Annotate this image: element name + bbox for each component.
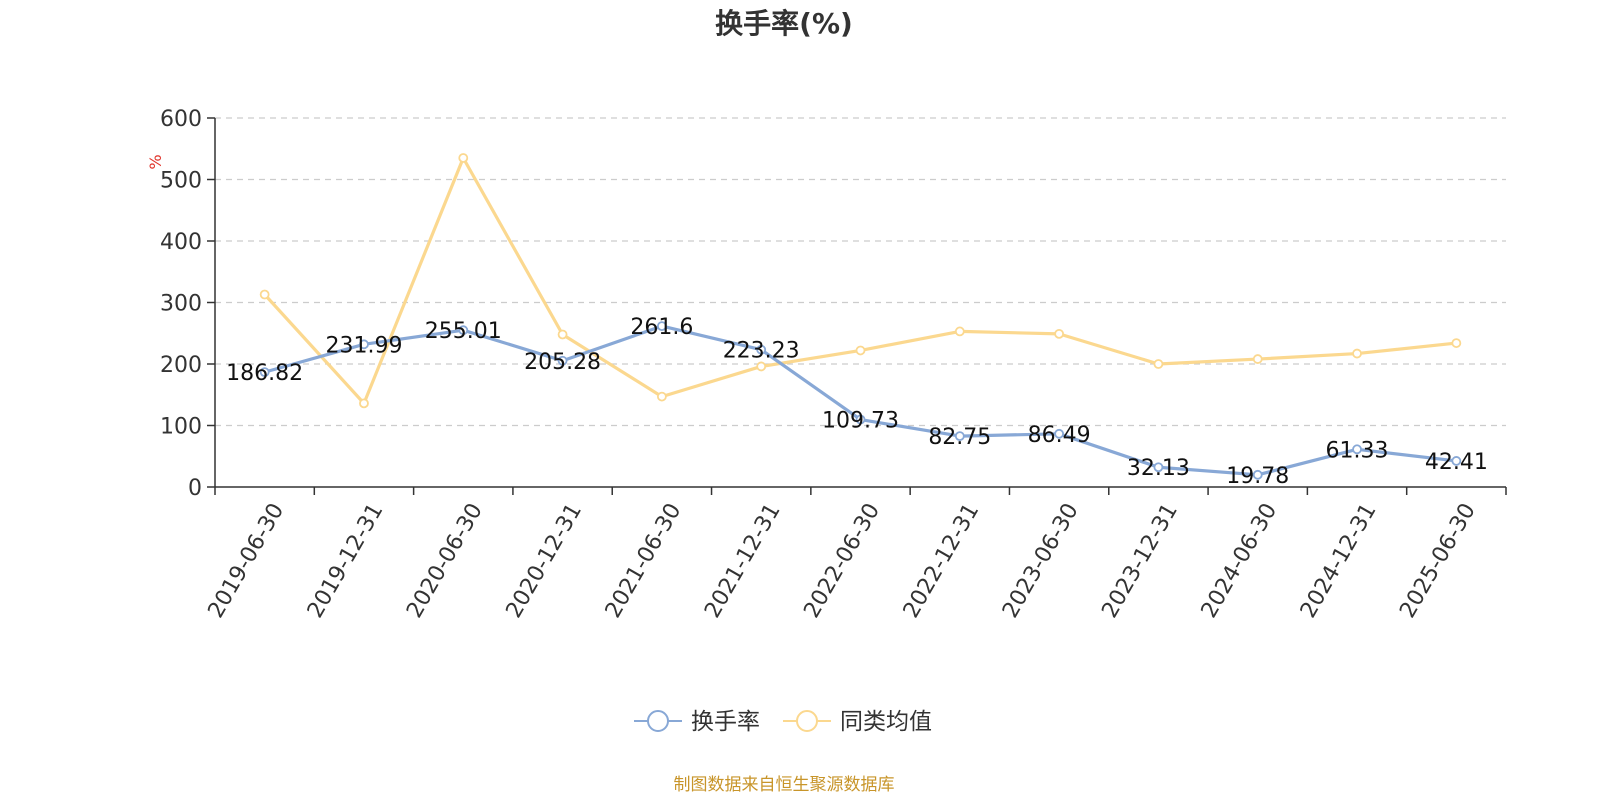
x-tick-label: 2025-06-30	[1395, 499, 1481, 622]
data-label: 42.41	[1425, 450, 1488, 475]
legend-marker	[647, 710, 669, 732]
y-tick-label: 400	[160, 230, 202, 255]
y-axis-unit: %	[146, 154, 165, 169]
data-point	[1252, 469, 1263, 480]
x-tick-label: 2019-06-30	[204, 499, 290, 622]
x-tick-label: 2024-06-30	[1197, 499, 1283, 622]
y-tick-label: 600	[160, 107, 202, 132]
x-tick-label: 2019-12-31	[303, 499, 389, 622]
data-label: 61.33	[1326, 438, 1389, 463]
series-lines	[259, 153, 1462, 480]
y-tick-label: 0	[188, 476, 202, 501]
data-label: 82.75	[928, 425, 991, 450]
x-tick-label: 2021-06-30	[601, 499, 687, 622]
x-tick-label: 2020-06-30	[402, 499, 488, 622]
data-point	[1153, 462, 1164, 473]
data-point	[1054, 428, 1065, 439]
data-label: 109.73	[822, 409, 899, 434]
y-tick-label: 300	[160, 292, 202, 317]
legend-marker	[796, 710, 818, 732]
series-line-同类均值	[263, 156, 1458, 405]
x-tick-label: 2023-06-30	[998, 499, 1084, 622]
x-tick-label: 2022-12-31	[899, 499, 985, 622]
y-tick-label: 100	[160, 415, 202, 440]
data-label: 32.13	[1127, 456, 1190, 481]
data-point	[458, 325, 469, 336]
data-point	[359, 398, 369, 409]
data-point	[756, 361, 767, 372]
data-point	[259, 289, 270, 300]
legend: 换手率 同类均值	[634, 709, 932, 735]
data-point	[458, 153, 469, 163]
data-point	[656, 391, 667, 402]
data-point	[1252, 354, 1263, 364]
data-point	[855, 345, 866, 356]
data-point	[855, 414, 866, 425]
x-tick-label: 2021-12-31	[700, 499, 786, 622]
data-point	[1352, 444, 1362, 455]
data-point	[1451, 456, 1462, 466]
data-point	[259, 367, 270, 378]
x-tick-label: 2023-12-31	[1097, 499, 1183, 622]
data-point	[557, 329, 568, 340]
x-tick-label: 2020-12-31	[502, 499, 588, 622]
data-label: 86.49	[1028, 423, 1091, 448]
source-note: 制图数据来自恒生聚源数据库	[674, 775, 895, 795]
legend-label: 同类均值	[840, 709, 932, 735]
legend-item: 换手率	[634, 709, 760, 735]
x-tick-label: 2022-06-30	[799, 499, 885, 622]
data-label: 223.23	[723, 339, 800, 364]
data-point	[1451, 338, 1462, 348]
chart-title: 换手率(%)	[715, 7, 853, 40]
data-label: 205.28	[524, 350, 601, 375]
data-point	[954, 326, 965, 337]
x-tick-label: 2024-12-31	[1296, 499, 1382, 622]
data-point	[756, 344, 767, 355]
data-point	[954, 431, 965, 442]
data-point	[359, 339, 369, 350]
data-point	[1153, 359, 1164, 369]
data-label: 261.6	[630, 315, 693, 340]
y-tick-label: 500	[160, 169, 202, 194]
data-label: 231.99	[325, 333, 402, 358]
y-tick-label: 200	[160, 353, 202, 378]
data-point	[1054, 328, 1065, 339]
data-point	[656, 321, 667, 332]
data-labels: 186.82 231.99 255.01 205.28 261.6 223.23 109.7…	[226, 315, 1488, 489]
legend-item: 同类均值	[783, 709, 932, 735]
gridlines	[215, 117, 1506, 427]
data-label: 19.78	[1226, 464, 1289, 489]
data-point	[557, 355, 568, 366]
legend-label: 换手率	[691, 709, 760, 735]
data-label: 186.82	[226, 361, 303, 386]
data-point	[1352, 348, 1362, 359]
data-label: 255.01	[425, 319, 502, 344]
